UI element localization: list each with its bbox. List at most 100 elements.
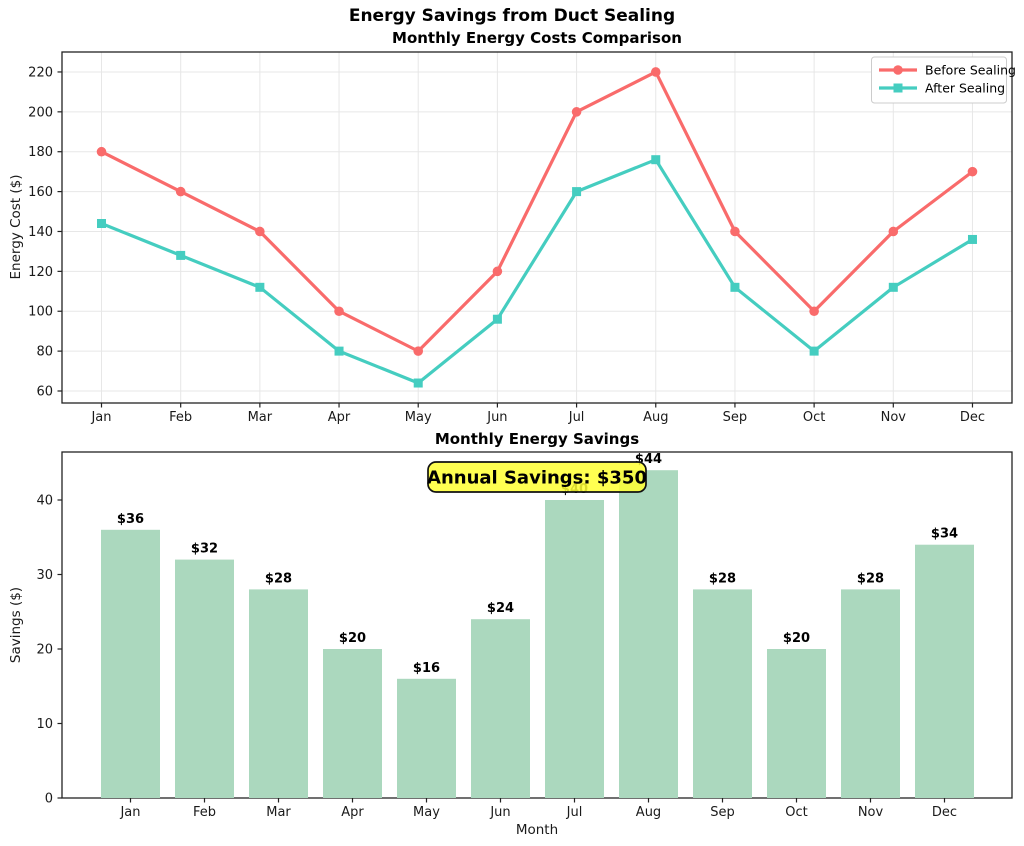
x-tick-label: Oct xyxy=(785,805,807,820)
point-before-sealing-oct xyxy=(809,306,819,317)
plot-frame xyxy=(61,51,1013,404)
annotation-text: Annual Savings: $350 xyxy=(427,468,647,489)
plot-frame xyxy=(61,451,1013,799)
point-after-sealing-jan xyxy=(97,219,106,229)
point-before-sealing-may xyxy=(413,346,424,356)
bar-value-label: $20 xyxy=(783,631,810,646)
y-tick-label: 220 xyxy=(28,65,53,80)
point-after-sealing-may xyxy=(413,378,423,388)
y-tick-label: 60 xyxy=(36,385,53,400)
bar-jan xyxy=(101,529,160,798)
bar-aug xyxy=(619,470,678,798)
legend-label: After Sealing xyxy=(925,81,1005,96)
point-after-sealing-sep xyxy=(730,282,740,292)
point-after-sealing-jun xyxy=(492,314,502,324)
legend-item-before-sealing: Before Sealing xyxy=(879,63,1016,78)
x-tick-label: Mar xyxy=(248,410,273,425)
legend-item-after-sealing: After Sealing xyxy=(879,81,1005,96)
point-before-sealing-sep xyxy=(730,226,740,237)
y-tick-label: 140 xyxy=(28,225,53,240)
bar-apr xyxy=(323,649,382,798)
legend-marker-square xyxy=(893,83,903,93)
y-tick-label: 20 xyxy=(36,643,53,658)
point-after-sealing-dec xyxy=(967,234,977,244)
x-tick-label: Aug xyxy=(636,805,661,820)
line-after-sealing xyxy=(99,158,975,385)
x-tick-label: Feb xyxy=(193,805,216,820)
bar-feb xyxy=(175,559,234,798)
x-tick-label: Aug xyxy=(643,410,668,425)
point-before-sealing-apr xyxy=(334,306,344,317)
point-before-sealing-jul xyxy=(571,107,582,117)
point-before-sealing-nov xyxy=(888,226,899,237)
y-tick-label: 40 xyxy=(36,494,53,509)
bar-jun xyxy=(471,619,530,798)
x-tick-label: Feb xyxy=(169,410,192,425)
y-tick-label: 100 xyxy=(28,305,53,320)
bar-sep xyxy=(693,589,752,798)
x-tick-label: May xyxy=(413,805,440,820)
y-tick-label: 160 xyxy=(28,185,53,200)
bar-value-label: $36 xyxy=(117,512,144,527)
point-after-sealing-nov xyxy=(888,282,898,292)
point-after-sealing-apr xyxy=(334,346,344,356)
bar-value-label: $34 xyxy=(931,527,958,542)
line-chart-title: Monthly Energy Costs Comparison xyxy=(392,29,682,47)
y-tick-label: 180 xyxy=(28,145,53,160)
x-tick-label: Jul xyxy=(566,805,583,820)
point-before-sealing-dec xyxy=(967,166,978,177)
bar-chart: 010203040$36$32$28$20$16$24$40$44$28$20$… xyxy=(8,430,1013,838)
x-tick-label: Oct xyxy=(803,410,825,425)
bar-value-label: $28 xyxy=(857,571,884,586)
bar-value-label: $24 xyxy=(487,601,514,616)
bar-value-label: $16 xyxy=(413,661,440,676)
x-tick-label: Jan xyxy=(119,805,140,820)
bar-nov xyxy=(841,589,900,798)
bar-chart-title: Monthly Energy Savings xyxy=(435,430,639,448)
x-tick-label: Nov xyxy=(881,410,907,425)
bar-may xyxy=(397,678,456,798)
point-after-sealing-mar xyxy=(255,282,265,292)
y-tick-label: 0 xyxy=(45,792,53,807)
x-tick-label: Jun xyxy=(486,410,507,425)
x-tick-label: May xyxy=(405,410,432,425)
x-tick-label: Apr xyxy=(328,410,351,425)
bar-value-label: $20 xyxy=(339,631,366,646)
point-after-sealing-aug xyxy=(651,155,661,165)
bar-mar xyxy=(249,589,308,798)
x-tick-label: Jul xyxy=(568,410,585,425)
point-after-sealing-feb xyxy=(176,250,186,260)
x-tick-label: Apr xyxy=(341,805,364,820)
point-before-sealing-jun xyxy=(492,266,503,277)
bar-oct xyxy=(767,649,826,798)
bar-value-label: $28 xyxy=(265,571,292,586)
x-tick-label: Sep xyxy=(723,410,748,425)
point-after-sealing-oct xyxy=(809,346,819,356)
point-before-sealing-mar xyxy=(255,226,265,237)
x-tick-label: Jan xyxy=(90,410,111,425)
point-before-sealing-feb xyxy=(175,186,186,197)
y-tick-label: 80 xyxy=(36,345,53,360)
legend: Before Sealing After Sealing xyxy=(871,56,1016,104)
y-tick-label: 200 xyxy=(28,105,53,120)
x-tick-label: Dec xyxy=(932,805,957,820)
bar-dec xyxy=(915,544,974,798)
y-tick-label: 120 xyxy=(28,265,53,280)
x-tick-label: Jun xyxy=(489,805,510,820)
x-tick-label: Dec xyxy=(960,410,985,425)
line-chart: 60 80 100 120 140 160 180 200 220 Jan Feb Mar Apr May… xyxy=(8,29,1016,425)
y-axis-label: Energy Cost ($) xyxy=(8,175,24,280)
bar-value-label: $28 xyxy=(709,571,736,586)
y-tick-label: 10 xyxy=(36,717,53,732)
annual-savings-annotation: Annual Savings: $350 xyxy=(427,461,647,493)
legend-marker-circle xyxy=(893,65,903,75)
x-tick-label: Nov xyxy=(858,805,884,820)
point-before-sealing-jan xyxy=(96,146,107,157)
bar-value-label: $32 xyxy=(191,542,218,557)
legend-label: Before Sealing xyxy=(925,63,1016,78)
annotation-box xyxy=(427,461,647,493)
line-before-sealing xyxy=(99,70,975,353)
y-tick-label: 30 xyxy=(36,568,53,583)
